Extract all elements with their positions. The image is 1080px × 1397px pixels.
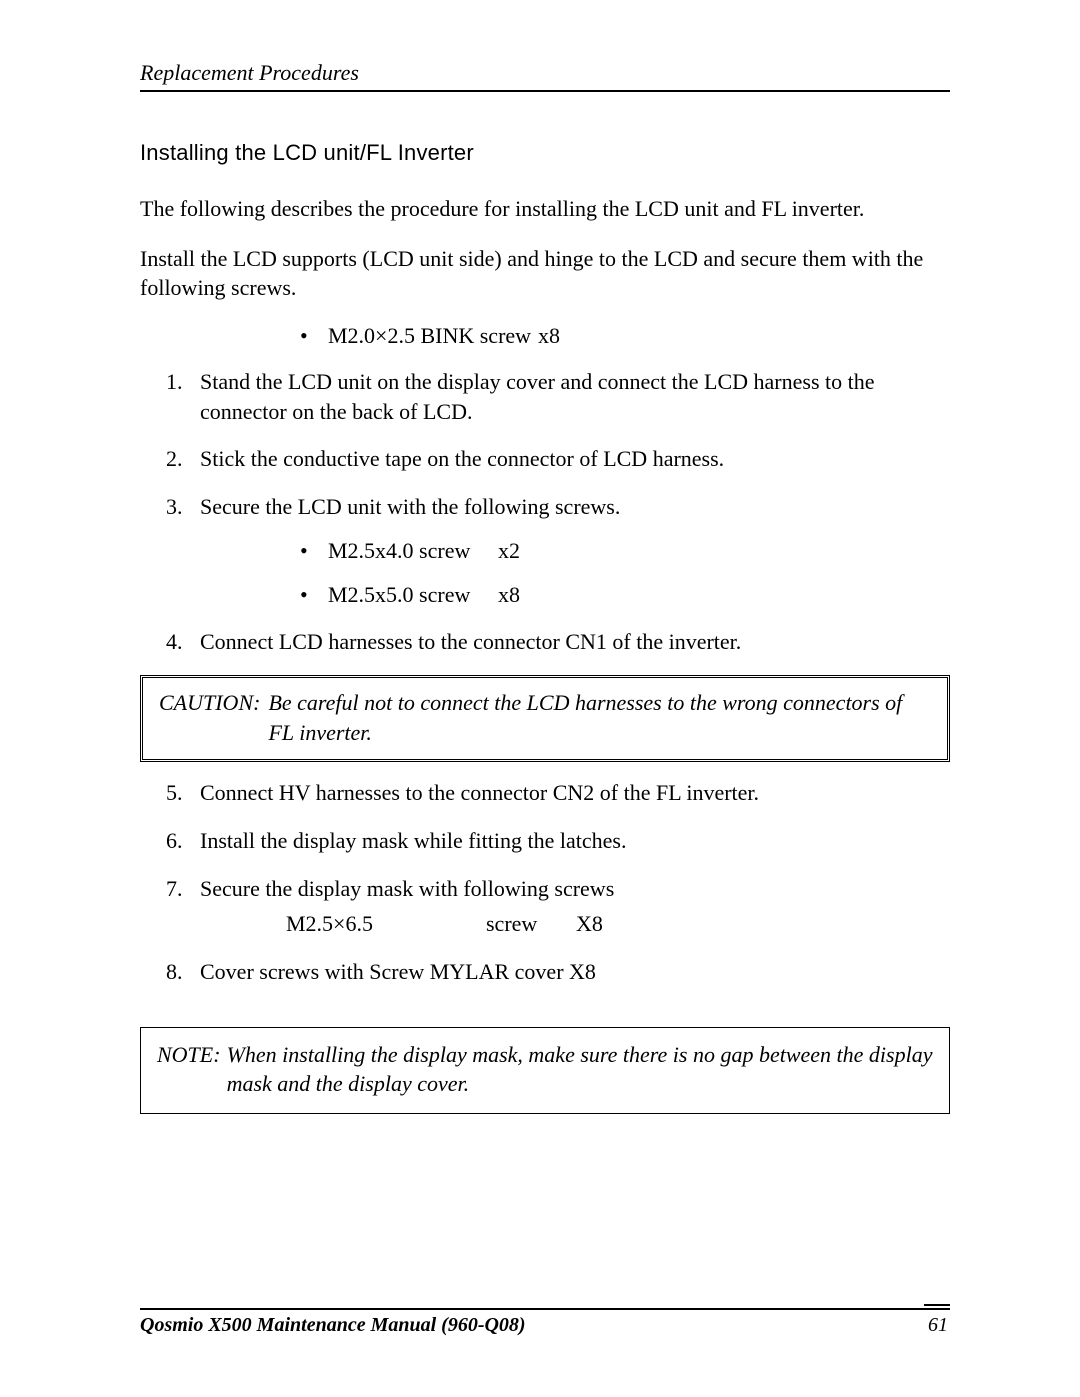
caution-box: CAUTION: Be careful not to connect the L… [140, 675, 950, 762]
step-number: 7. [166, 874, 200, 904]
running-header: Replacement Procedures [140, 60, 950, 86]
step-text: Cover screws with Screw MYLAR cover X8 [200, 957, 950, 987]
step-text: Secure the LCD unit with the following s… [200, 492, 950, 522]
step-text: Stand the LCD unit on the display cover … [200, 367, 950, 426]
page-footer: Qosmio X500 Maintenance Manual (960-Q08)… [140, 1304, 950, 1337]
step-7: 7. Secure the display mask with followin… [166, 874, 950, 939]
screw-qty: x8 [498, 580, 520, 610]
top-screw-bullet: • M2.0×2.5 BINK screw x8 [300, 323, 950, 349]
step-text: Connect LCD harnesses to the connector C… [200, 627, 950, 657]
note-box: NOTE: When installing the display mask, … [140, 1027, 950, 1114]
step-number: 1. [166, 367, 200, 426]
section-title: Installing the LCD unit/FL Inverter [140, 140, 950, 166]
step-1: 1. Stand the LCD unit on the display cov… [166, 367, 950, 426]
screw-spec: M2.5x4.0 screw [328, 536, 498, 566]
step-number: 5. [166, 778, 200, 808]
step-text: Install the display mask while fitting t… [200, 826, 950, 856]
note-text: When installing the display mask, make s… [227, 1040, 933, 1099]
step-text: Connect HV harnesses to the connector CN… [200, 778, 950, 808]
footer-page-number: 61 [928, 1314, 950, 1337]
step-number: 2. [166, 444, 200, 474]
step-7-screw-line: M2.5×6.5 screw X8 [286, 909, 950, 939]
screw-bullet: • M2.5x4.0 screw x2 [300, 536, 950, 566]
step-3: 3. Secure the LCD unit with the followin… [166, 492, 950, 609]
step-text: Secure the display mask with following s… [200, 874, 950, 904]
caution-text: Be careful not to connect the LCD harnes… [268, 688, 931, 747]
step-2: 2. Stick the conductive tape on the conn… [166, 444, 950, 474]
page: Replacement Procedures Installing the LC… [0, 0, 1080, 1397]
step-number: 3. [166, 492, 200, 522]
step-8: 8. Cover screws with Screw MYLAR cover X… [166, 957, 950, 987]
footer-title: Qosmio X500 Maintenance Manual (960-Q08) [140, 1314, 526, 1337]
footer-row: Qosmio X500 Maintenance Manual (960-Q08)… [140, 1308, 950, 1337]
bullet-icon: • [300, 323, 328, 349]
step-number: 8. [166, 957, 200, 987]
screw-spec: M2.0×2.5 BINK screw [328, 323, 538, 349]
step-5: 5. Connect HV harnesses to the connector… [166, 778, 950, 808]
bullet-icon: • [300, 536, 328, 566]
screw-bullet: • M2.5x5.0 screw x8 [300, 580, 950, 610]
screw-qty: x2 [498, 536, 520, 566]
screw-spec: M2.5×6.5 [286, 909, 486, 939]
step-text: Stick the conductive tape on the connect… [200, 444, 950, 474]
step-6: 6. Install the display mask while fittin… [166, 826, 950, 856]
note-label: NOTE: [157, 1040, 221, 1099]
footer-short-rule [924, 1304, 950, 1306]
procedure-list-continued: 5. Connect HV harnesses to the connector… [140, 778, 950, 986]
screw-word: screw [486, 909, 576, 939]
bullet-icon: • [300, 580, 328, 610]
intro-paragraph-2: Install the LCD supports (LCD unit side)… [140, 244, 950, 303]
step-number: 6. [166, 826, 200, 856]
step-3-screws: • M2.5x4.0 screw x2 • M2.5x5.0 screw x8 [166, 536, 950, 609]
caution-label: CAUTION: [159, 688, 260, 747]
screw-spec: M2.5x5.0 screw [328, 580, 498, 610]
screw-qty: X8 [576, 909, 603, 939]
screw-qty: x8 [538, 323, 560, 349]
header-rule [140, 90, 950, 92]
step-4: 4. Connect LCD harnesses to the connecto… [166, 627, 950, 657]
intro-paragraph-1: The following describes the procedure fo… [140, 194, 950, 224]
procedure-list: 1. Stand the LCD unit on the display cov… [140, 367, 950, 657]
step-number: 4. [166, 627, 200, 657]
